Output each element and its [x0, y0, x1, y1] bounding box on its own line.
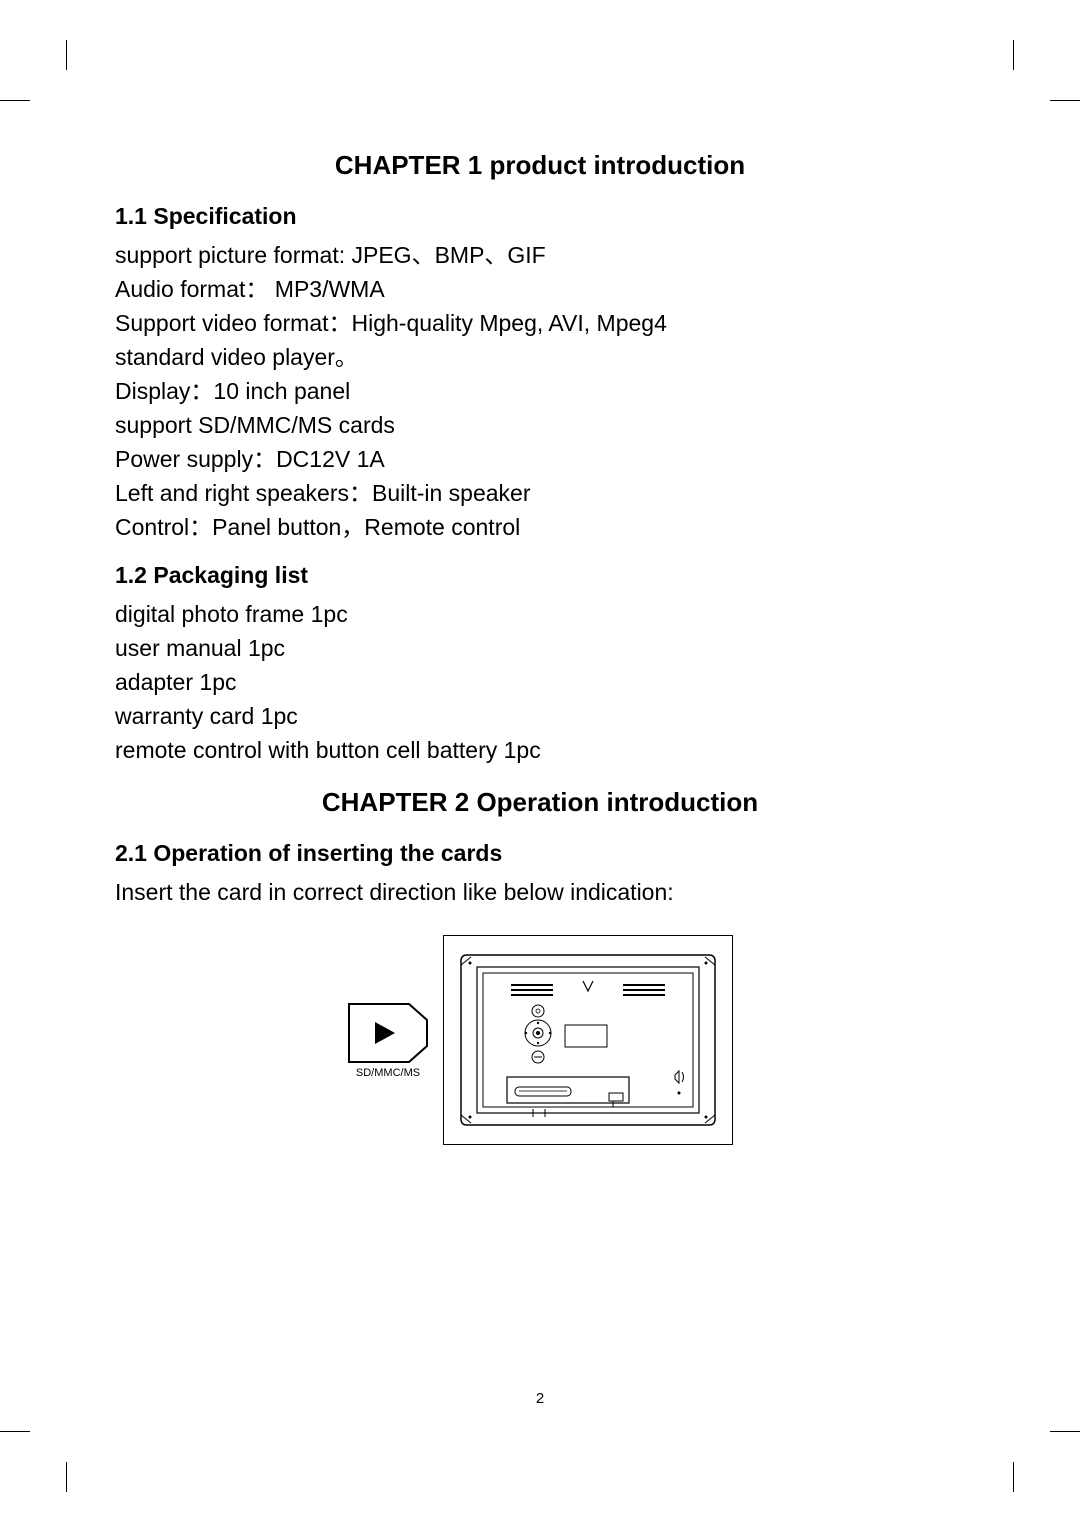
chapter-1-title: CHAPTER 1 product introduction — [115, 150, 965, 181]
spec-line: support SD/MMC/MS cards — [115, 408, 965, 442]
spec-line: Control：Panel button，Remote control — [115, 510, 965, 544]
instruction-line: Insert the card in correct direction lik… — [115, 875, 965, 909]
crop-mark — [66, 40, 67, 70]
card-insertion-diagram: SD/MMC/MS — [115, 935, 965, 1145]
sd-card-label: SD/MMC/MS — [347, 1067, 429, 1079]
spec-line: standard video player。 — [115, 340, 965, 374]
device-back-icon — [453, 945, 723, 1135]
packaging-line: digital photo frame 1pc — [115, 597, 965, 631]
crop-mark — [1050, 100, 1080, 101]
crop-mark — [66, 1462, 67, 1492]
section-2-1-heading: 2.1 Operation of inserting the cards — [115, 840, 965, 867]
spec-line: Display：10 inch panel — [115, 374, 965, 408]
page-content: CHAPTER 1 product introduction 1.1 Speci… — [115, 150, 965, 1145]
packaging-line: warranty card 1pc — [115, 699, 965, 733]
packaging-line: user manual 1pc — [115, 631, 965, 665]
crop-mark — [1050, 1431, 1080, 1432]
spec-line: Audio format： MP3/WMA — [115, 272, 965, 306]
sd-card-illustration: SD/MMC/MS — [347, 1002, 429, 1079]
section-1-1-heading: 1.1 Specification — [115, 203, 965, 230]
crop-mark — [0, 100, 30, 101]
section-1-2-heading: 1.2 Packaging list — [115, 562, 965, 589]
device-back-illustration — [443, 935, 733, 1145]
packaging-line: remote control with button cell battery … — [115, 733, 965, 767]
packaging-line: adapter 1pc — [115, 665, 965, 699]
spec-line: Left and right speakers：Built-in speaker — [115, 476, 965, 510]
spec-line: Support video format：High-quality Mpeg, … — [115, 306, 965, 340]
sd-card-icon — [347, 1002, 429, 1064]
crop-mark — [1013, 1462, 1014, 1492]
page-number: 2 — [0, 1390, 1080, 1407]
spec-line: Power supply：DC12V 1A — [115, 442, 965, 476]
crop-mark — [1013, 40, 1014, 70]
crop-mark — [0, 1431, 30, 1432]
spec-line: support picture format: JPEG、BMP、GIF — [115, 238, 965, 272]
chapter-2-title: CHAPTER 2 Operation introduction — [115, 787, 965, 818]
